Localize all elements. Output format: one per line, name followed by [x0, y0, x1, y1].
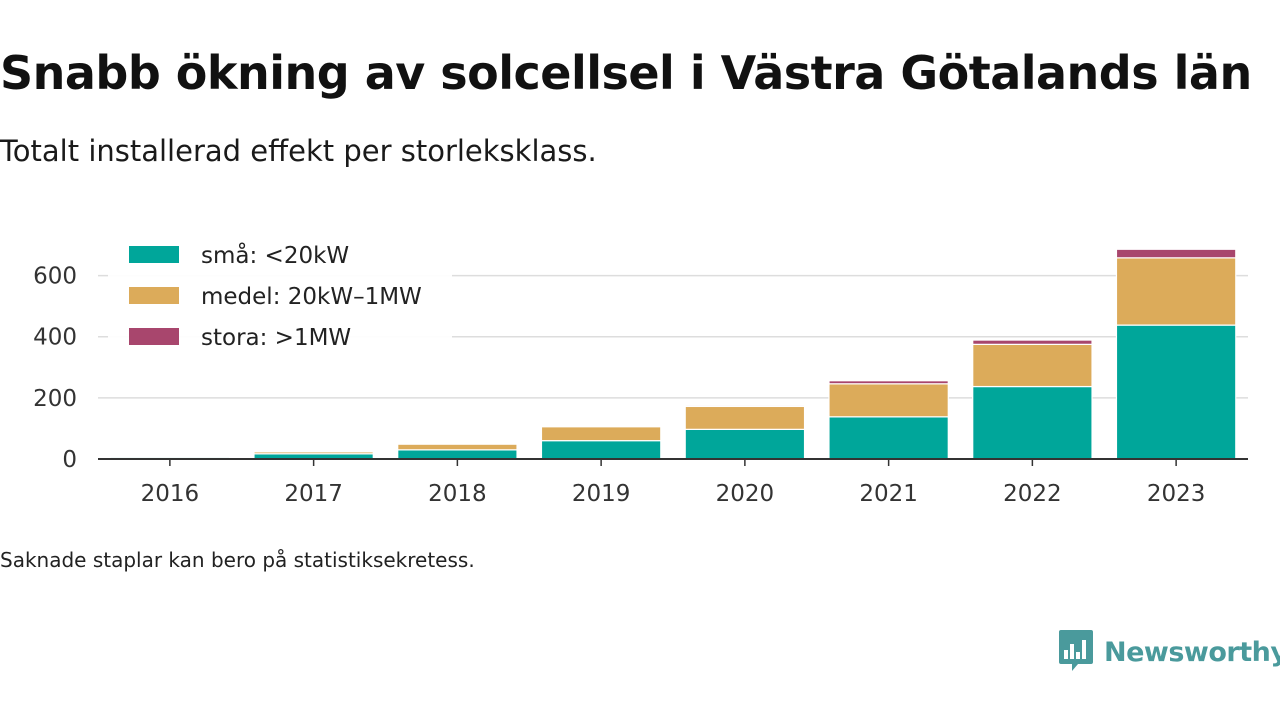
brand-name: Newsworthy	[1104, 636, 1280, 668]
x-tick-label: 2022	[1003, 481, 1062, 507]
axes: 0 200 400 600 2016 2017 2018 2019 2020 2021 2022 20…	[33, 264, 1248, 507]
bar-segment	[828, 383, 949, 418]
bars	[109, 248, 1237, 460]
y-tick-label: 400	[33, 325, 77, 351]
x-tick-label: 2020	[716, 481, 775, 507]
x-tick-label: 2019	[572, 481, 631, 507]
chart-title: Snabb ökning av solcellsel i Västra Göta…	[0, 46, 1252, 100]
bar-segment	[109, 455, 231, 458]
bar-segment	[972, 339, 1093, 345]
legend-label: stora: >1MW	[201, 325, 351, 351]
y-tick-label: 200	[33, 386, 77, 412]
legend-label: små: <20kW	[201, 241, 349, 269]
chart-subtitle: Totalt installerad effekt per storlekskl…	[0, 134, 597, 168]
footnote: Saknade staplar kan bero på statistiksek…	[0, 548, 475, 572]
bar-segment	[253, 450, 374, 453]
legend-swatch	[129, 246, 179, 263]
bar-segment	[397, 449, 518, 460]
bar-segment	[397, 442, 518, 445]
legend-swatch	[129, 328, 179, 345]
bar-segment	[540, 425, 662, 428]
bar-segment	[1115, 257, 1237, 326]
y-tick-label: 0	[62, 447, 77, 473]
newsworthy-logo-icon	[1058, 628, 1094, 676]
bar-segment	[972, 343, 1093, 388]
legend-label: medel: 20kW–1MW	[201, 284, 422, 310]
bar-segment	[540, 440, 662, 460]
bar-segment	[1115, 324, 1237, 460]
bar-segment	[684, 428, 806, 460]
x-tick-label: 2018	[428, 481, 487, 507]
y-tick-label: 600	[33, 264, 77, 290]
x-tick-label: 2023	[1147, 481, 1206, 507]
bar-segment	[1115, 248, 1237, 259]
legend-swatch	[129, 287, 179, 304]
x-tick-label: 2021	[859, 481, 918, 507]
bar-segment	[540, 425, 662, 442]
bar-segment	[828, 380, 949, 385]
bar-segment	[972, 385, 1093, 460]
x-tick-label: 2016	[141, 481, 200, 507]
x-tick-label: 2017	[284, 481, 343, 507]
legend: små: <20kW medel: 20kW–1MW stora: >1MW	[108, 230, 452, 351]
bar-segment	[828, 416, 949, 460]
bar-segment	[684, 405, 806, 430]
bar-segment	[684, 404, 806, 408]
brand-logo: Newsworthy	[1058, 628, 1280, 676]
